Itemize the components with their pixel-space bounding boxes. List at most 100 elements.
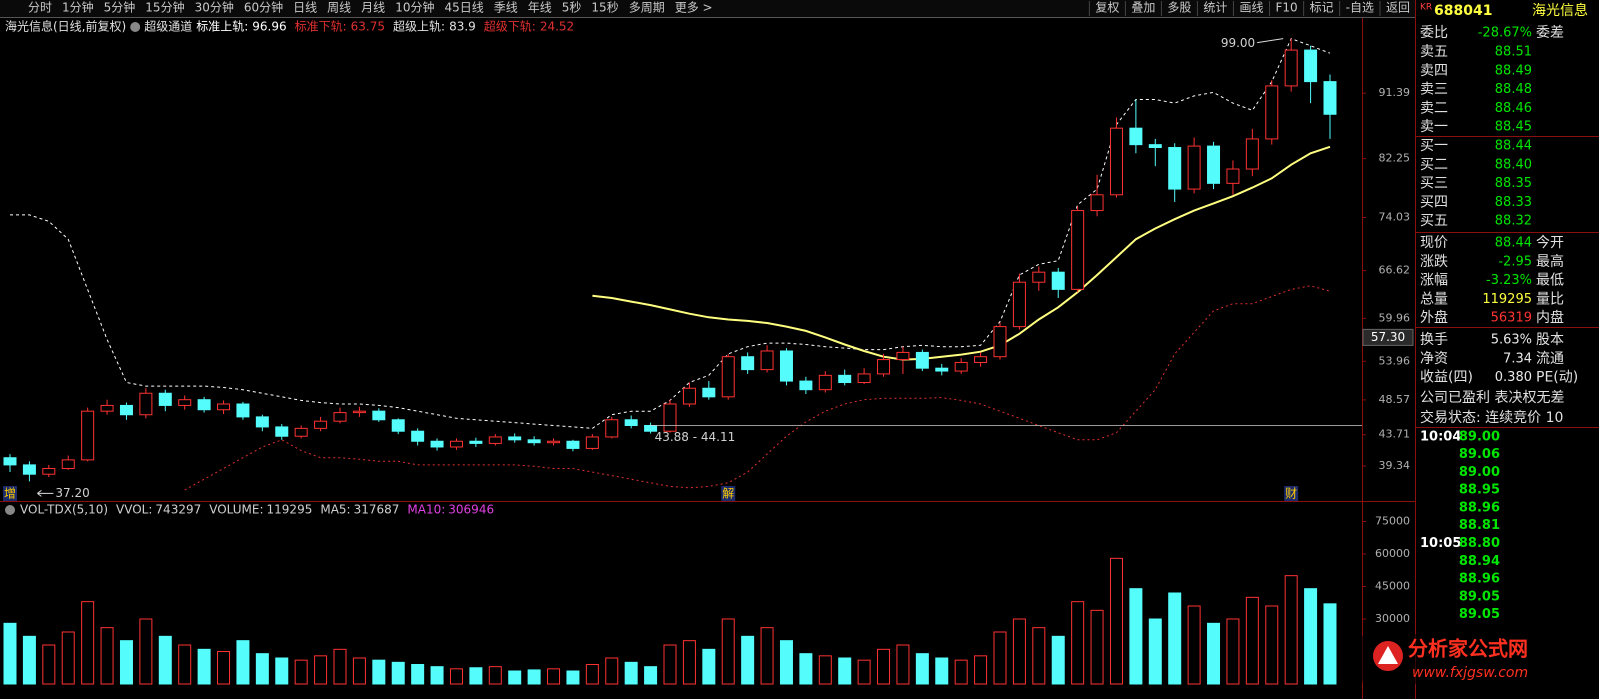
- volume-bar: [314, 655, 328, 685]
- toolbar-button[interactable]: 年线: [528, 1, 552, 15]
- toolbar-button[interactable]: 多股: [1167, 1, 1191, 15]
- toolbar-button[interactable]: 月线: [361, 1, 385, 15]
- y-tick-label: 66.62: [1379, 264, 1411, 277]
- volume-panel: [3, 557, 1337, 685]
- tick-price: 89.06: [1459, 447, 1500, 462]
- volume-bar: [469, 667, 483, 685]
- candle-body: [178, 399, 192, 406]
- toolbar-button[interactable]: 15分钟: [145, 0, 184, 15]
- volume-bar: [333, 648, 347, 685]
- toolbar-button[interactable]: 复权: [1095, 1, 1119, 15]
- candle-body: [1187, 145, 1201, 190]
- toolbar-button[interactable]: 5分钟: [104, 0, 136, 15]
- y-tick-label: 91.39: [1379, 86, 1411, 99]
- tick-time: 10:05: [1420, 536, 1461, 551]
- watermark-url: www.fxjgsw.com: [1412, 665, 1528, 681]
- ui-layer: 分时 1分钟 5分钟 15分钟 30分钟 60分钟 日线 周线 月线 10分钟 45日线 季线 年线 5秒…: [3, 0, 1414, 625]
- toolbar-button[interactable]: 10分钟: [395, 0, 434, 15]
- toolbar-button[interactable]: 返回: [1386, 1, 1410, 15]
- market-tag: KR: [1420, 3, 1432, 13]
- toolbar-button[interactable]: 分时: [28, 1, 52, 15]
- watermark-logo-mark: [1378, 646, 1398, 664]
- candle-body: [119, 404, 133, 416]
- toolbar-button[interactable]: 更多 >: [675, 1, 713, 15]
- event-label[interactable]: 解: [722, 487, 734, 501]
- legend-value: 24.52: [540, 20, 574, 34]
- toolbar-button[interactable]: 周线: [327, 1, 351, 15]
- tick-price: 88.96: [1459, 572, 1500, 587]
- toolbar-button[interactable]: 画线: [1239, 1, 1263, 15]
- candle-body: [1129, 127, 1143, 146]
- toolbar-button[interactable]: 多周期: [629, 1, 665, 15]
- candle-body: [411, 430, 425, 442]
- toolbar-button[interactable]: 季线: [494, 1, 518, 15]
- stat-label: MA10:: [407, 503, 445, 517]
- toolbar-bg: [0, 0, 1415, 17]
- volume-bar: [682, 640, 696, 685]
- annotation-arrow: [1257, 38, 1284, 44]
- row-label: 涨幅: [1420, 273, 1448, 289]
- note: 交易状态: 连续竞价 10: [1420, 409, 1563, 426]
- row-extra: 最低: [1536, 273, 1564, 289]
- candle-body: [391, 419, 405, 432]
- toolbar-button[interactable]: 叠加: [1131, 1, 1155, 15]
- volume-bar: [197, 648, 211, 685]
- row-label: 买二: [1420, 157, 1448, 173]
- candle-body: [236, 403, 250, 418]
- volume-bar: [1284, 575, 1298, 685]
- toolbar-button[interactable]: 1分钟: [62, 0, 94, 15]
- stock-code: 688041: [1434, 3, 1492, 19]
- toolbar-button[interactable]: 日线: [293, 1, 317, 15]
- toolbar-button[interactable]: 30分钟: [195, 0, 234, 15]
- volume-bar: [178, 644, 192, 685]
- y-tick-label: 60000: [1375, 547, 1410, 560]
- volume-bar: [22, 635, 36, 685]
- y-tick-label: 74.03: [1379, 211, 1411, 224]
- candle-body: [1051, 271, 1065, 290]
- candle-body: [1109, 127, 1123, 196]
- volume-bar: [974, 655, 988, 685]
- event-label-bg: [1284, 486, 1299, 501]
- candle-body: [100, 404, 114, 412]
- y-tick-label: 45000: [1375, 580, 1410, 593]
- row-value: -28.67%: [1478, 26, 1532, 41]
- event-label[interactable]: 增: [4, 487, 16, 501]
- volume-bar: [1323, 603, 1337, 685]
- toolbar-button[interactable]: 45日线: [444, 1, 483, 15]
- volume-bar: [1187, 605, 1201, 685]
- toolbar-button[interactable]: 统计: [1203, 1, 1227, 15]
- tick-price: 89.05: [1459, 607, 1500, 622]
- volume-bar: [585, 664, 599, 685]
- row-extra: PE(动): [1536, 370, 1578, 386]
- toolbar-button[interactable]: F10: [1275, 1, 1297, 15]
- volume-bar: [1129, 588, 1143, 685]
- toolbar-button[interactable]: 5秒: [562, 1, 582, 15]
- event-label[interactable]: 财: [1285, 487, 1297, 501]
- cursor-label: 57.30: [1371, 330, 1405, 344]
- volume-bar: [391, 661, 405, 685]
- volume-bar: [799, 653, 813, 685]
- toolbar-button[interactable]: -自选: [1346, 1, 1374, 15]
- row-label: 卖一: [1420, 119, 1448, 135]
- volume-bar: [81, 601, 95, 685]
- stat-label: MA5:: [320, 503, 350, 517]
- legend-name: 标准下轨:: [295, 20, 347, 34]
- candle-body: [605, 419, 619, 438]
- volume-bar: [721, 618, 735, 685]
- row-value: 56319: [1491, 311, 1532, 326]
- candle-body: [1168, 147, 1182, 190]
- candle-body: [682, 387, 696, 405]
- y-tick-label: 59.96: [1379, 311, 1411, 324]
- toolbar-button[interactable]: 标记: [1310, 1, 1334, 15]
- row-label: 现价: [1420, 235, 1448, 251]
- row-label: 卖二: [1420, 100, 1448, 116]
- toolbar-button[interactable]: 60分钟: [244, 0, 283, 15]
- toolbar-button[interactable]: 15秒: [591, 1, 618, 15]
- volume-bar: [1226, 618, 1240, 685]
- candle-body: [1226, 168, 1240, 184]
- row-extra: 今开: [1536, 235, 1564, 251]
- candle-body: [352, 410, 366, 414]
- volume-bar: [1012, 618, 1026, 685]
- candle-body: [974, 356, 988, 363]
- volume-bar: [857, 659, 871, 685]
